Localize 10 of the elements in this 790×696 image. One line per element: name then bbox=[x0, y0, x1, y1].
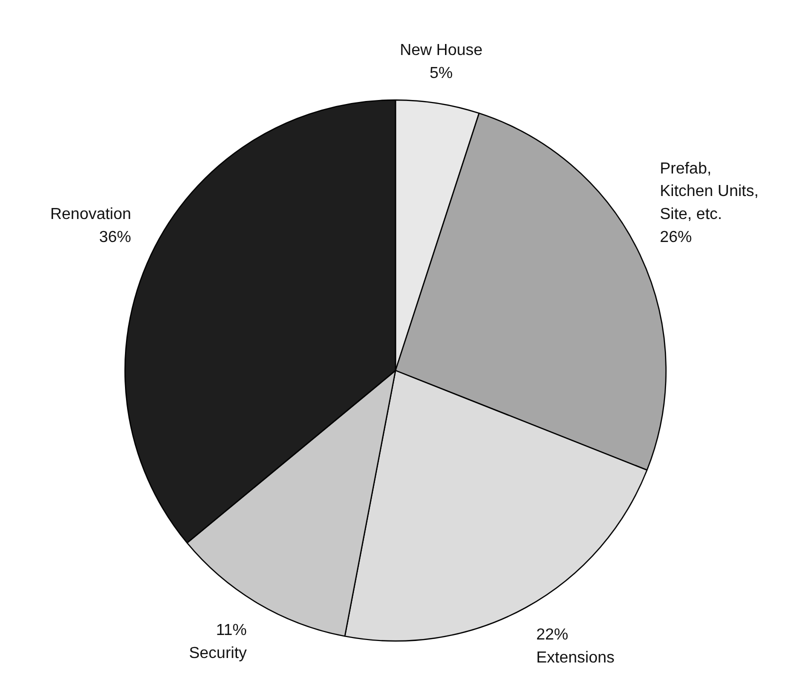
data-label: 22% bbox=[536, 626, 568, 644]
slice-label: New House bbox=[400, 42, 483, 60]
data-label: 36% bbox=[99, 229, 132, 246]
data-label: 11% bbox=[216, 622, 247, 639]
slice-label: Extensions bbox=[536, 649, 615, 666]
slice-label: Renovation bbox=[50, 206, 132, 224]
data-label: 5% bbox=[430, 64, 453, 82]
data-label: 26% bbox=[660, 229, 692, 246]
slice-label: Security bbox=[188, 644, 247, 662]
slice-label: Prefab, Kitchen Units, Site, etc. bbox=[660, 160, 759, 224]
